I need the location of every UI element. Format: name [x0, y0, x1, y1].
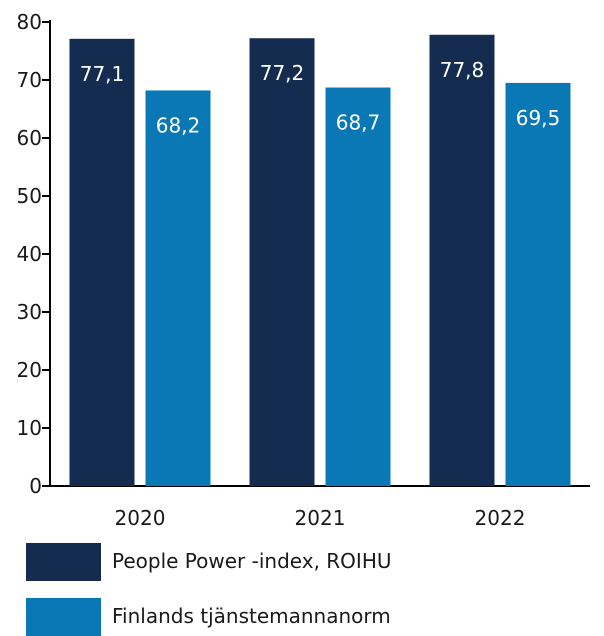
x-tick-label-2021: 2021	[295, 506, 346, 530]
y-tick-label-10: 10	[17, 416, 42, 440]
data-label-2020-series-1: 77,1	[80, 62, 125, 86]
y-tick-label-20: 20	[17, 358, 42, 382]
bar-2020-series-2	[145, 90, 211, 486]
bar-2021-series-2	[325, 87, 391, 486]
bar-2020-series-1	[69, 38, 135, 486]
legend-swatch-series-1	[26, 543, 101, 581]
y-tick-label-0: 0	[29, 474, 42, 498]
legend-swatch-series-2	[26, 598, 101, 636]
y-tick-label-60: 60	[17, 126, 42, 150]
legend-label-series-1: People Power -index, ROIHU	[112, 549, 392, 573]
y-tick-label-80: 80	[17, 10, 42, 34]
bar-2022-series-2	[505, 82, 571, 487]
y-tick-label-30: 30	[17, 300, 42, 324]
data-label-2022-series-2: 69,5	[516, 106, 561, 130]
y-tick-label-50: 50	[17, 184, 42, 208]
y-tick-label-70: 70	[17, 68, 42, 92]
data-label-2022-series-1: 77,8	[440, 58, 485, 82]
data-label-2020-series-2: 68,2	[156, 113, 201, 137]
bar-2022-series-1	[429, 34, 495, 486]
data-label-2021-series-2: 68,7	[336, 111, 381, 135]
bar-2021-series-1	[249, 38, 315, 487]
x-tick-label-2022: 2022	[475, 506, 526, 530]
y-tick-label-40: 40	[17, 242, 42, 266]
x-tick-label-2020: 2020	[115, 506, 166, 530]
data-label-2021-series-1: 77,2	[260, 61, 305, 85]
legend-label-series-2: Finlands tjänstemannanorm	[112, 604, 391, 628]
